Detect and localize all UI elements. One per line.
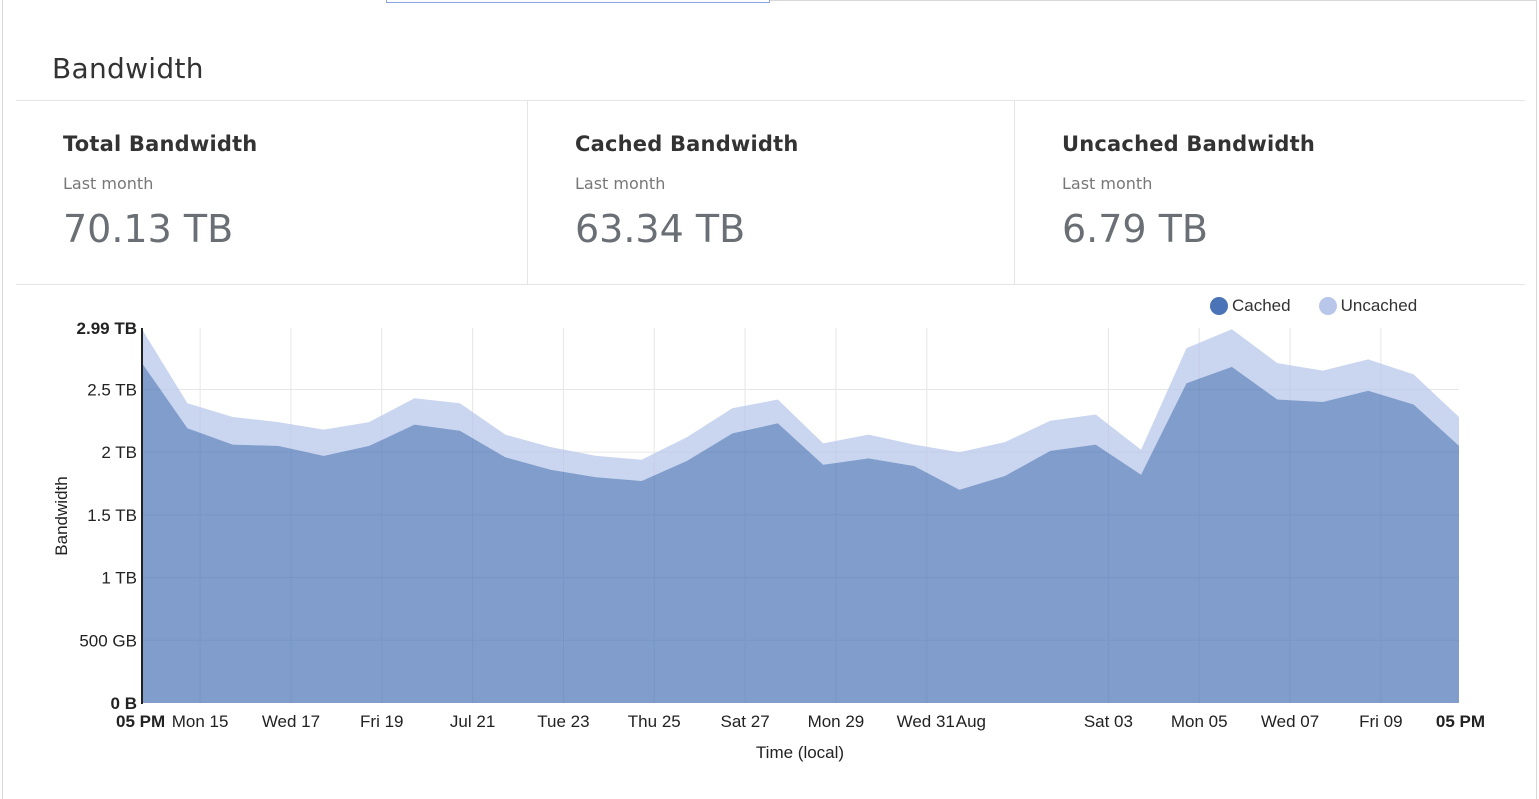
- stat-label: Cached Bandwidth: [575, 132, 799, 156]
- x-tick-label: Wed 07: [1261, 712, 1319, 731]
- active-tab-indicator[interactable]: [386, 0, 770, 3]
- stats-row: Total Bandwidth Last month 70.13 TB Cach…: [16, 100, 1525, 285]
- x-tick-label: Thu 25: [628, 712, 681, 731]
- y-tick-label: 2.99 TB: [77, 319, 137, 338]
- legend-swatch-uncached: [1318, 297, 1337, 315]
- x-tick-label: Wed 17: [262, 712, 320, 731]
- x-tick-label: Jul 21: [450, 712, 495, 731]
- stat-label: Total Bandwidth: [63, 132, 258, 156]
- stat-value: 70.13 TB: [63, 207, 234, 251]
- x-tick-label: Fri 19: [360, 712, 403, 731]
- stat-value: 6.79 TB: [1062, 207, 1208, 251]
- x-tick-label: Wed 31: [897, 712, 955, 731]
- y-tick-label: 1.5 TB: [87, 506, 137, 525]
- stat-period: Last month: [63, 174, 154, 193]
- chart-legend: Cached Uncached: [1210, 296, 1417, 316]
- y-tick-label: 0 B: [111, 694, 137, 713]
- stat-label: Uncached Bandwidth: [1062, 132, 1315, 156]
- tab-divider: [770, 0, 1153, 1]
- y-axis-title: Bandwidth: [52, 476, 71, 555]
- y-tick-label: 1 TB: [101, 569, 137, 588]
- legend-item-cached[interactable]: Cached: [1210, 296, 1291, 316]
- legend-label: Uncached: [1340, 296, 1418, 315]
- x-tick-label: Sat 03: [1084, 712, 1133, 731]
- series-area-uncached: [142, 329, 1459, 490]
- legend-swatch-cached: [1210, 297, 1228, 315]
- stat-total-bandwidth: Total Bandwidth Last month 70.13 TB: [16, 101, 527, 284]
- stat-cached-bandwidth: Cached Bandwidth Last month 63.34 TB: [527, 101, 1014, 284]
- stat-value: 63.34 TB: [575, 207, 746, 251]
- y-tick-label: 2.5 TB: [87, 380, 137, 399]
- x-tick-label: Aug: [956, 712, 986, 731]
- tab-divider: [1153, 0, 1537, 1]
- series-area-cached: [142, 363, 1459, 703]
- x-tick-label: Mon 15: [172, 712, 229, 731]
- y-tick-label: 2 TB: [101, 443, 137, 462]
- legend-label: Cached: [1232, 296, 1291, 315]
- x-tick-label: Mon 05: [1171, 712, 1228, 731]
- x-tick-label: Sat 27: [721, 712, 770, 731]
- stat-uncached-bandwidth: Uncached Bandwidth Last month 6.79 TB: [1014, 101, 1525, 284]
- legend-item-uncached[interactable]: Uncached: [1318, 296, 1418, 316]
- x-tick-label: Tue 23: [537, 712, 589, 731]
- x-tick-label: 05 PM: [1436, 712, 1485, 731]
- stat-period: Last month: [575, 174, 666, 193]
- y-tick-label: 500 GB: [79, 631, 137, 650]
- page-title: Bandwidth: [52, 52, 204, 85]
- x-tick-label: Mon 29: [808, 712, 865, 731]
- x-tick-label: Fri 09: [1359, 712, 1402, 731]
- x-tick-label: 05 PM: [116, 712, 165, 731]
- stat-period: Last month: [1062, 174, 1153, 193]
- x-axis-title: Time (local): [756, 743, 844, 762]
